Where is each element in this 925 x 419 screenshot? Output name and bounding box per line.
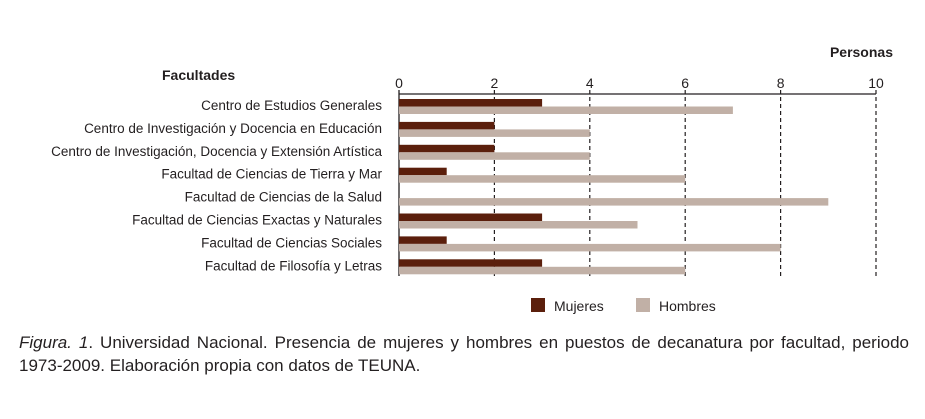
bars xyxy=(399,99,829,275)
x-axis: 0 2 4 6 8 10 xyxy=(395,75,884,95)
category-label: Facultad de Ciencias de la Salud xyxy=(185,190,382,205)
figure-caption: Figura. 1. Universidad Nacional. Presenc… xyxy=(19,331,909,377)
category-label: Facultad de Ciencias Sociales xyxy=(201,235,382,250)
bar-hombres xyxy=(399,243,781,252)
x-tick-label: 10 xyxy=(868,75,884,91)
x-tick-label: 0 xyxy=(395,75,403,91)
bar-mujeres xyxy=(399,144,495,153)
category-label: Centro de Investigación, Docencia y Exte… xyxy=(51,144,382,159)
legend-label: Hombres xyxy=(659,298,716,314)
category-labels: Centro de Estudios Generales Centro de In… xyxy=(51,98,382,273)
bar-hombres xyxy=(399,175,686,183)
y-axis-title: Facultades xyxy=(162,67,235,83)
bar-chart: Facultades Personas 0 2 4 6 8 10 Centro de Es… xyxy=(51,44,893,314)
bar-mujeres xyxy=(399,236,447,244)
bar-hombres xyxy=(399,266,686,275)
bar-hombres xyxy=(399,198,829,206)
caption-text: . Universidad Nacional. Presencia de muj… xyxy=(19,333,909,375)
x-tick-label: 8 xyxy=(777,75,785,91)
caption-label: Figura. 1 xyxy=(19,333,89,352)
bar-mujeres xyxy=(399,167,447,176)
x-tick-label: 2 xyxy=(491,75,499,91)
legend: Mujeres Hombres xyxy=(531,298,716,314)
category-label: Facultad de Ciencias Exactas y Naturales xyxy=(132,213,382,228)
category-label: Facultad de Ciencias de Tierra y Mar xyxy=(161,167,382,182)
legend-swatch-mujeres xyxy=(531,298,545,312)
bar-mujeres xyxy=(399,121,495,130)
x-axis-title: Personas xyxy=(830,44,893,60)
x-tick-label: 6 xyxy=(681,75,689,91)
bar-hombres xyxy=(399,221,638,229)
legend-label: Mujeres xyxy=(554,298,604,314)
bar-mujeres xyxy=(399,213,543,221)
bar-hombres xyxy=(399,152,590,160)
category-label: Centro de Estudios Generales xyxy=(201,98,382,113)
legend-swatch-hombres xyxy=(636,298,650,312)
bar-hombres xyxy=(399,106,733,114)
bar-mujeres xyxy=(399,99,543,107)
x-tick-label: 4 xyxy=(586,75,594,91)
bar-mujeres xyxy=(399,259,543,267)
category-label: Centro de Investigación y Docencia en Ed… xyxy=(84,121,382,136)
bar-hombres xyxy=(399,129,590,137)
category-label: Facultad de Filosofía y Letras xyxy=(205,258,382,273)
